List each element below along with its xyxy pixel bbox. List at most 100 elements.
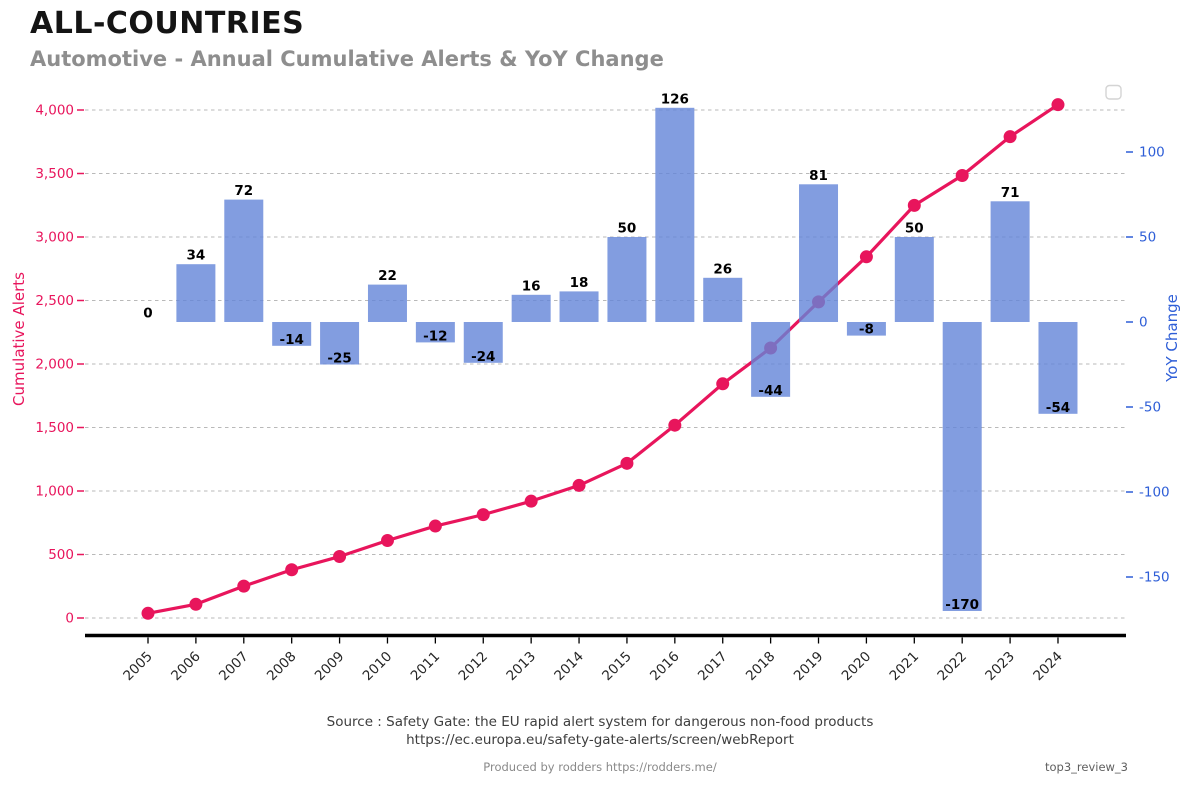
left-axis-tick-label: 2,000 (35, 357, 74, 373)
x-axis-tick-label: 2008 (264, 649, 300, 685)
right-axis-tick-label: 50 (1139, 230, 1156, 246)
bar-value-label: 18 (570, 275, 589, 291)
line-marker (428, 519, 442, 533)
yoy-bar (990, 201, 1030, 322)
yoy-bar (224, 199, 264, 322)
x-axis-tick-label: 2011 (408, 649, 444, 685)
bar-value-label: 0 (143, 306, 152, 322)
line-marker (1051, 98, 1065, 112)
yoy-bar (559, 291, 599, 322)
left-axis-tick-label: 500 (48, 547, 74, 563)
x-axis-tick-label: 2020 (839, 649, 875, 685)
bar-value-label: -170 (945, 597, 979, 613)
line-marker (1003, 130, 1017, 144)
bar-value-label: 50 (618, 221, 637, 237)
bar-value-label: 26 (713, 261, 732, 277)
bar-value-label: 34 (186, 248, 205, 264)
bar-value-label: 72 (234, 183, 253, 199)
x-axis-tick-label: 2013 (503, 649, 539, 685)
right-axis-tick-label: -100 (1139, 485, 1170, 501)
yoy-bar (463, 322, 503, 363)
line-marker (476, 508, 490, 522)
yoy-bar (846, 322, 886, 336)
bar-value-label: -12 (423, 328, 447, 344)
x-axis-tick-label: 2018 (743, 649, 779, 685)
yoy-bar (176, 264, 216, 322)
bar-value-label: 16 (522, 278, 541, 294)
page-subtitle: Automotive - Annual Cumulative Alerts & … (30, 47, 664, 71)
right-axis-tick-label: 0 (1139, 315, 1148, 331)
bar-value-label: -8 (859, 322, 874, 338)
left-axis-tick-label: 3,500 (35, 166, 74, 182)
line-marker (620, 456, 634, 470)
yoy-bar (272, 322, 312, 346)
right-axis-tick-label: -50 (1139, 400, 1161, 416)
yoy-bar (799, 184, 839, 322)
line-marker (859, 250, 873, 264)
bar-value-label: -24 (471, 349, 495, 365)
bar-value-label: 81 (809, 168, 828, 184)
left-axis-tick-label: 4,000 (35, 103, 74, 119)
line-marker (572, 478, 586, 492)
x-axis-tick-label: 2010 (360, 649, 396, 685)
right-axis-title: YoY Change (1163, 294, 1181, 383)
yoy-bar (415, 322, 455, 343)
source-text-line2: https://ec.europa.eu/safety-gate-alerts/… (406, 732, 794, 748)
line-marker (189, 597, 203, 611)
bar-value-label: -54 (1046, 400, 1070, 416)
left-axis-title: Cumulative Alerts (10, 272, 28, 406)
line-marker (668, 418, 682, 432)
page-title: ALL-COUNTRIES (30, 6, 305, 41)
line-marker (285, 563, 299, 577)
x-axis-tick-label: 2019 (791, 649, 827, 685)
x-axis-tick-label: 2022 (934, 649, 970, 685)
yoy-bar (894, 237, 934, 322)
produced-by-text: Produced by rodders https://rodders.me/ (483, 760, 717, 774)
yoy-bar (607, 237, 647, 322)
yoy-bar (703, 277, 743, 322)
left-axis-tick-label: 3,000 (35, 230, 74, 246)
source-text-line1: Source : Safety Gate: the EU rapid alert… (326, 714, 874, 730)
review-tag-text: top3_review_3 (1044, 760, 1128, 774)
bar-value-label: 126 (661, 91, 689, 107)
yoy-bar (511, 294, 551, 322)
bar-value-label: -44 (758, 383, 782, 399)
line-marker (716, 377, 730, 391)
yoy-bar (1038, 322, 1078, 414)
line-marker (380, 534, 394, 548)
x-axis-tick-label: 2015 (599, 649, 635, 685)
x-axis-tick-label: 2024 (1030, 649, 1066, 685)
bar-value-label: 71 (1001, 185, 1020, 201)
left-axis-tick-label: 0 (65, 611, 74, 627)
yoy-bar (320, 322, 360, 365)
yoy-bar (367, 284, 407, 322)
line-marker (237, 579, 251, 593)
line-marker (907, 198, 921, 212)
x-axis-tick-label: 2014 (551, 649, 587, 685)
line-marker (333, 550, 347, 564)
left-axis-tick-label: 1,500 (35, 420, 74, 436)
x-axis-tick-label: 2017 (695, 649, 731, 685)
bar-value-label: 22 (378, 268, 397, 284)
right-axis-tick-label: -150 (1139, 570, 1170, 586)
x-axis-tick-label: 2012 (455, 649, 491, 685)
right-axis-tick-label: 100 (1139, 145, 1165, 161)
yoy-bar (942, 322, 982, 611)
bar-value-label: 50 (905, 221, 924, 237)
bar-value-label: -14 (279, 332, 303, 348)
yoy-bar (751, 322, 791, 397)
left-axis-tick-label: 1,000 (35, 484, 74, 500)
line-marker (955, 169, 969, 183)
x-axis-tick-label: 2023 (982, 649, 1018, 685)
legend-box (1105, 84, 1122, 100)
line-marker (141, 606, 155, 620)
x-axis-tick-label: 2007 (216, 649, 252, 685)
x-axis-tick-label: 2016 (647, 649, 683, 685)
line-marker (524, 494, 538, 508)
x-axis-tick-label: 2005 (120, 649, 156, 685)
yoy-bar (655, 107, 695, 322)
cumulative-line (146, 103, 1060, 615)
x-axis-tick-label: 2006 (168, 649, 204, 685)
